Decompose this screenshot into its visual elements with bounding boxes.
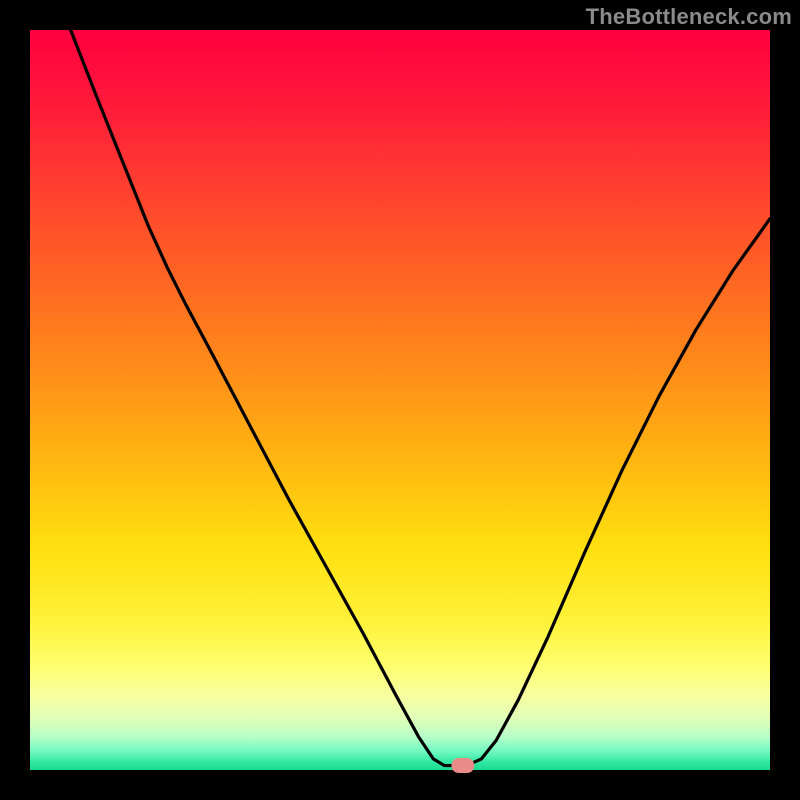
optimal-marker [452, 759, 474, 773]
plot-background [30, 30, 770, 770]
bottleneck-chart: TheBottleneck.com [0, 0, 800, 800]
chart-svg [0, 0, 800, 800]
watermark-text: TheBottleneck.com [586, 4, 792, 30]
